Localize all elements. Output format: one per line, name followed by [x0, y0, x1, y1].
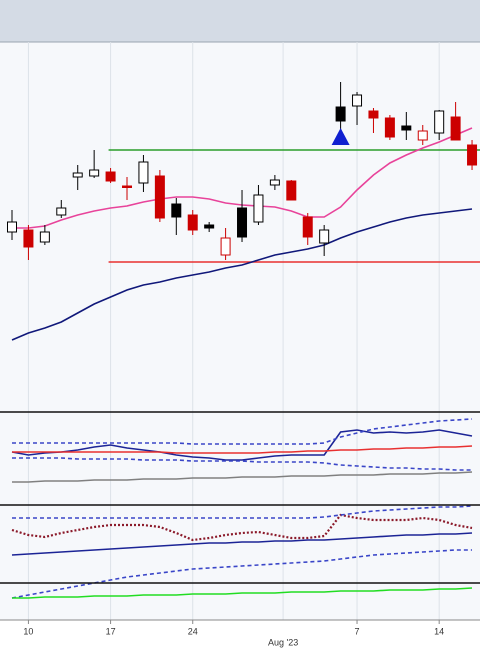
header-bar: [0, 0, 480, 42]
candle-body: [24, 230, 33, 247]
candle-body: [139, 162, 148, 183]
candle-body: [40, 232, 49, 242]
candle-body: [287, 181, 296, 200]
candle-body: [90, 170, 99, 176]
candle-body: [468, 145, 477, 165]
candle-body: [385, 118, 394, 137]
candle-body: [336, 107, 345, 121]
x-tick-label: 14: [434, 626, 444, 636]
candle-body: [123, 186, 132, 188]
candle-body: [270, 180, 279, 185]
candle-body: [238, 208, 247, 237]
candle-body: [418, 131, 427, 140]
candle-body: [402, 126, 411, 130]
month-label: Aug '23: [268, 637, 298, 647]
candle-body: [188, 215, 197, 230]
candle-body: [303, 217, 312, 237]
x-tick-label: 17: [106, 626, 116, 636]
candle-body: [155, 176, 164, 218]
candle-body: [435, 111, 444, 133]
candle-body: [172, 204, 181, 217]
candle-body: [369, 111, 378, 118]
candle-body: [254, 195, 263, 222]
x-tick-label: 7: [355, 626, 360, 636]
candle-body: [73, 173, 82, 177]
x-tick-label: 24: [188, 626, 198, 636]
x-axis-area: [0, 620, 480, 650]
candle-body: [205, 225, 214, 228]
candle-body: [320, 230, 329, 243]
candle-body: [353, 95, 362, 106]
candle-body: [8, 222, 17, 232]
candle-body: [221, 238, 230, 255]
candle-body: [57, 208, 66, 215]
candle-body: [106, 172, 115, 181]
candle-body: [451, 117, 460, 140]
x-tick-label: 10: [23, 626, 33, 636]
